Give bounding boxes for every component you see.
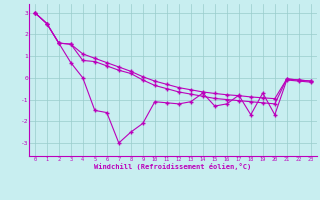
X-axis label: Windchill (Refroidissement éolien,°C): Windchill (Refroidissement éolien,°C) — [94, 163, 252, 170]
